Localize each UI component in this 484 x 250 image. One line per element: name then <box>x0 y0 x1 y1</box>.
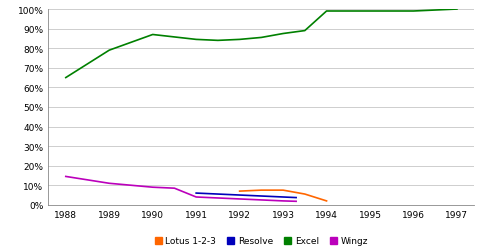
Legend: Lotus 1-2-3, Resolve, Excel, Wingz: Lotus 1-2-3, Resolve, Excel, Wingz <box>154 236 368 246</box>
